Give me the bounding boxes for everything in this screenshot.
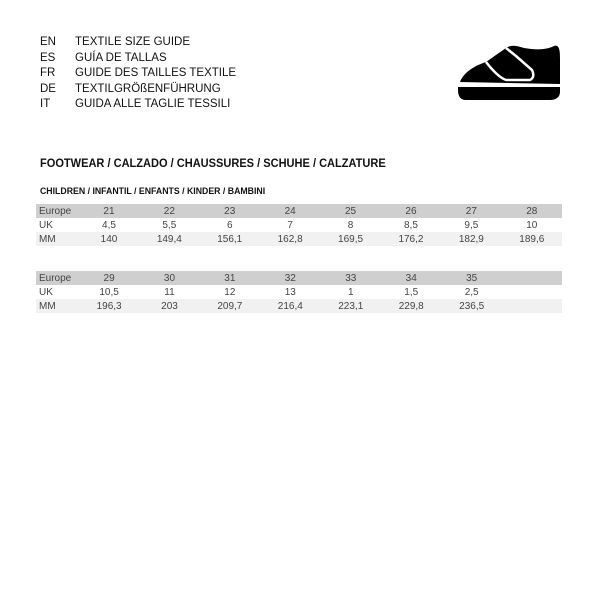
table-cell: 209,7 — [199, 299, 261, 313]
table-cell: 31 — [199, 271, 261, 285]
size-table-1: Europe 21 22 23 24 25 26 27 28 UK 4,5 5,5 6 7 8 8,5 9,5 1… — [36, 204, 562, 246]
table-cell: 169,5 — [320, 232, 381, 246]
table-cell: 5,5 — [162, 219, 177, 231]
section-title: FOOTWEAR / CALZADO / CHAUSSURES / SCHUHE… — [40, 156, 386, 170]
language-row: DE TEXTILGRÖßENFÜHRUNG — [40, 82, 236, 98]
table-cell: 162,8 — [259, 232, 321, 246]
language-code: ES — [40, 51, 56, 64]
language-code: EN — [40, 36, 56, 48]
table-cell: 216,4 — [260, 299, 321, 313]
table-cell: 25 — [320, 204, 381, 218]
row-label: MM — [36, 232, 79, 246]
table-cell: 6 — [226, 219, 233, 231]
language-code: FR — [40, 67, 56, 79]
row-label: Europe — [36, 271, 79, 285]
table-cell: 1 — [347, 286, 354, 298]
table-cell: 1,5 — [404, 286, 419, 298]
table-cell: 9,5 — [464, 219, 479, 231]
table-cell: 32 — [260, 271, 321, 285]
table-cell: 21 — [78, 204, 140, 218]
table-row: MM 140 149,4 156,1 162,8 169,5 176,2 182,9 189,6 — [36, 232, 562, 246]
language-row: ES GUÍA DE TALLAS — [40, 51, 236, 67]
table-cell: 23 — [199, 204, 260, 218]
table-cell: 34 — [381, 271, 442, 285]
table-cell: 22 — [139, 204, 200, 218]
subsection-title: CHILDREN / INFANTIL / ENFANTS / KINDER /… — [40, 186, 266, 197]
table-cell: 30 — [139, 271, 200, 285]
row-label: MM — [36, 299, 79, 313]
table-cell: 140 — [78, 232, 140, 246]
table-cell: 8,5 — [404, 219, 418, 231]
language-code: IT — [40, 98, 51, 110]
language-row: IT GUIDA ALLE TAGLIE TESSILI — [40, 97, 236, 113]
shoe-icon — [456, 45, 562, 100]
table-cell — [501, 299, 562, 313]
table-cell: 33 — [320, 271, 381, 285]
table-cell: 189,6 — [501, 232, 562, 246]
table-cell: 10,5 — [99, 286, 119, 298]
table-cell — [501, 271, 562, 285]
table-cell: 2,5 — [464, 286, 479, 298]
table-cell: 156,1 — [199, 232, 260, 246]
table-cell: 28 — [501, 204, 562, 218]
table-cell: 223,1 — [320, 299, 381, 313]
table-cell: 27 — [441, 204, 502, 218]
row-label: Europe — [36, 204, 79, 218]
language-title: TEXTILGRÖßENFÜHRUNG — [75, 82, 221, 95]
table-cell: 229,8 — [381, 299, 442, 313]
table-cell: 10 — [526, 219, 538, 231]
table-cell: 29 — [78, 271, 140, 285]
table-cell: 8 — [347, 219, 354, 231]
language-title: TEXTILE SIZE GUIDE — [75, 36, 191, 48]
table-row: UK 4,5 5,5 6 7 8 8,5 9,5 10 — [36, 218, 562, 232]
table-cell: 149,4 — [139, 232, 200, 246]
table-cell: 11 — [164, 286, 175, 298]
language-list: EN TEXTILE SIZE GUIDE ES GUÍA DE TALLAS FR… — [40, 35, 236, 113]
language-row: EN TEXTILE SIZE GUIDE — [40, 35, 236, 51]
table-cell: 26 — [380, 204, 442, 218]
language-title: GUIDA ALLE TAGLIE TESSILI — [75, 98, 231, 110]
table-cell: 203 — [139, 299, 200, 313]
language-title: GUIDE DES TAILLES TEXTILE — [75, 67, 237, 79]
table-cell: 7 — [287, 219, 293, 231]
table-cell: 236,5 — [441, 299, 502, 313]
table-row: Europe 29 30 31 32 33 34 35 — [36, 271, 562, 285]
table-row: MM 196,3 203 209,7 216,4 223,1 229,8 236,5 — [36, 299, 562, 313]
table-cell: 182,9 — [441, 232, 502, 246]
table-cell: 13 — [284, 286, 296, 298]
table-cell — [502, 285, 562, 299]
row-label: UK — [39, 219, 53, 231]
table-cell: 35 — [441, 271, 502, 285]
language-title: GUÍA DE TALLAS — [75, 51, 167, 64]
table-cell: 176,2 — [380, 232, 442, 246]
language-code: DE — [40, 82, 56, 95]
table-cell: 196,3 — [78, 299, 140, 313]
size-table-2: Europe 29 30 31 32 33 34 35 UK 10,5 11 12 13 1 1,5 2,5 M… — [36, 271, 562, 313]
table-cell: 4,5 — [102, 219, 116, 231]
table-row: Europe 21 22 23 24 25 26 27 28 — [36, 204, 562, 218]
row-label: UK — [39, 286, 53, 298]
language-row: FR GUIDE DES TAILLES TEXTILE — [40, 66, 236, 82]
table-cell: 24 — [259, 204, 321, 218]
table-cell: 12 — [224, 286, 236, 298]
table-row: UK 10,5 11 12 13 1 1,5 2,5 — [36, 285, 562, 299]
